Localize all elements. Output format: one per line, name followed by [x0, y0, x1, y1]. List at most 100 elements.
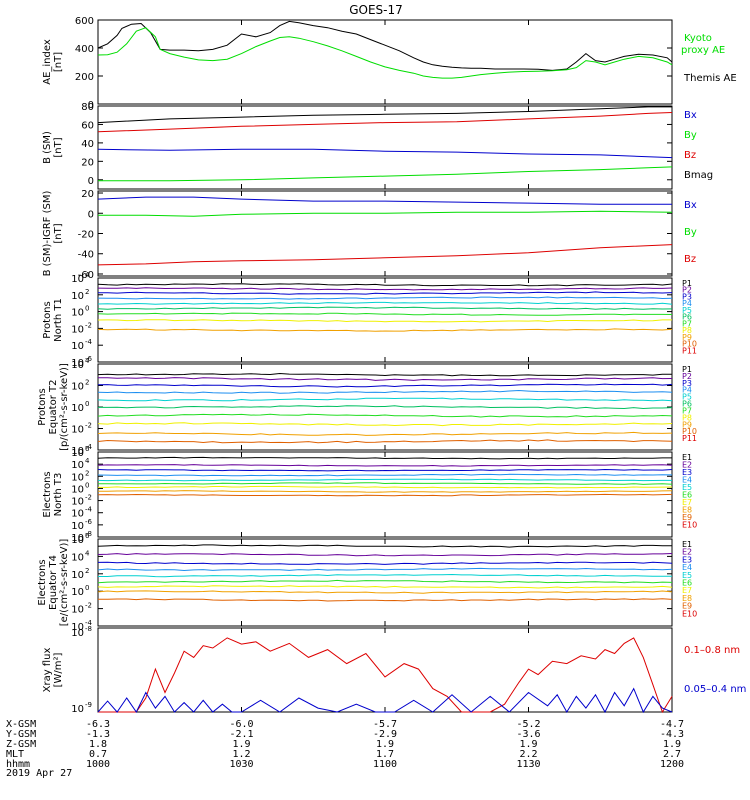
y-tick-base: 10 — [71, 552, 84, 563]
y-tick-label: 10 -8 — [71, 530, 92, 544]
series-line — [97, 112, 673, 133]
y-tick-label: 10 0 — [71, 481, 89, 495]
legend-entry: P2 — [682, 372, 692, 381]
x-axis-row-label: Y-GSM — [6, 729, 36, 740]
y-tick-label: -40 — [78, 250, 94, 261]
series-line — [98, 637, 673, 714]
y-axis-label-line: [nT] — [53, 137, 64, 157]
y-tick-label: 200 — [75, 72, 94, 83]
panel-5: Protons Equator T2 [p/(cm²-s-sr-keV)] 10 410… — [37, 357, 697, 457]
y-axis-label-line: [p/(cm²-s-sr-keV)] — [59, 363, 70, 451]
flux-line — [97, 312, 673, 316]
y-tick-label: 10 -2 — [71, 494, 92, 508]
panel-3: B (SM)-IGRF (SM) [nT] -60 -40 -20 0 20 Bx By Bz — [42, 189, 697, 281]
y-tick-base: 10 — [71, 425, 84, 436]
legend: Bx By Bz Bmag — [684, 110, 713, 181]
legend-entry: 0.1–0.8 nm — [684, 645, 740, 656]
y-tick-label: 10 4 — [71, 457, 90, 471]
x-axis-tick-value: -1.3 — [86, 729, 110, 740]
flux-line — [97, 464, 673, 467]
legend-entry: E2 — [682, 461, 692, 470]
x-axis-tick-value: 1000 — [86, 759, 110, 770]
y-tick-exponent: -2 — [85, 494, 92, 502]
y-axis-label: Protons North T1 — [42, 298, 64, 342]
y-axis-label: Xray flux [W/m²] — [42, 648, 64, 693]
y-tick-exponent: 2 — [85, 567, 89, 575]
legend-entry: P10 — [682, 340, 697, 349]
legend-entry: P8 — [682, 413, 692, 422]
y-tick-label: 600 — [75, 16, 94, 27]
y-tick-label: 0 — [88, 176, 94, 187]
y-tick-exponent: 2 — [85, 469, 89, 477]
flux-line — [97, 482, 673, 485]
flux-line — [97, 598, 673, 602]
y-tick-base: 10 — [71, 521, 84, 532]
x-axis-tick-value: 2.2 — [519, 749, 537, 760]
y-tick-base: 10 — [71, 403, 84, 414]
flux-line — [97, 383, 673, 388]
y-axis-label-line: B (SM)-IGRF (SM) — [42, 191, 53, 277]
y-tick-label: 10 2 — [71, 469, 89, 483]
flux-line — [97, 456, 672, 460]
legend-entry: P11 — [682, 434, 697, 443]
y-tick-exponent: -4 — [85, 338, 93, 346]
y-axis-label-line: [W/m²] — [53, 652, 64, 687]
y-tick-label: 10 -6 — [71, 355, 92, 369]
y-axis-label: Electrons North T3 — [42, 471, 64, 517]
y-tick-base: 10 — [71, 605, 84, 616]
y-tick-base: 10 — [71, 274, 84, 285]
series-line — [98, 210, 673, 217]
y-axis-label-line: Equator T2 — [48, 380, 59, 435]
flux-line — [97, 561, 673, 565]
y-tick-base: 10 — [71, 509, 84, 520]
legend: Bx By Bz — [684, 200, 697, 265]
y-tick-label: 10 0 — [71, 584, 89, 598]
y-tick-exponent: -6 — [85, 355, 93, 363]
legend-entry: E10 — [682, 609, 697, 618]
y-tick-label: 10 4 — [71, 271, 90, 285]
y-tick-base: 10 — [71, 570, 84, 581]
legend-entry: Bmag — [684, 170, 713, 181]
y-tick-exponent: -2 — [85, 321, 92, 329]
flux-line — [98, 377, 673, 381]
y-tick-exponent: -4 — [85, 443, 93, 451]
x-axis-tick-value: 1.9 — [232, 739, 250, 750]
flux-line — [97, 567, 673, 572]
y-tick-label: -20 — [78, 230, 94, 241]
legend-entry: E8 — [682, 594, 692, 603]
y-tick-base: 10 — [71, 535, 84, 546]
legend-entry: P4 — [682, 299, 692, 308]
y-axis-label: B (SM)-IGRF (SM) [nT] — [42, 191, 64, 277]
x-axis-tick-value: 1100 — [373, 759, 397, 770]
y-tick-exponent: -4 — [85, 506, 93, 514]
x-axis-tick-value: 1030 — [229, 759, 253, 770]
legend-entry: P2 — [682, 286, 692, 295]
panel-2: B (SM) [nT] 0 20 40 60 80 Bx By Bz Bmag — [42, 102, 713, 190]
y-tick-label: 10 0 — [71, 400, 89, 414]
legend-entry: E4 — [682, 563, 692, 572]
legend-entry: Themis AE — [683, 73, 737, 84]
y-axis-label-line: North T1 — [53, 298, 64, 342]
y-tick-label: 10 0 — [71, 305, 89, 319]
flux-line — [97, 490, 673, 493]
flux-line — [98, 405, 673, 410]
flux-line — [97, 478, 672, 482]
legend-entry: E10 — [682, 521, 697, 530]
y-tick-exponent: -6 — [85, 518, 93, 526]
legend-entry: P1 — [682, 279, 692, 288]
y-tick-exponent: 4 — [85, 357, 90, 365]
legend-entry: E3 — [682, 468, 692, 477]
series-line — [97, 20, 673, 71]
y-tick-label: 40 — [81, 139, 94, 150]
y-axis-label-line: Equator T4 — [48, 555, 59, 610]
y-tick-label: 10 -6 — [71, 518, 92, 532]
x-axis-tick-value: 1.9 — [376, 739, 394, 750]
legend-entry: P3 — [682, 379, 692, 388]
y-tick-label: 10 -4 — [71, 619, 92, 633]
y-tick-label: 10 2 — [71, 288, 89, 302]
legend-entry: P5 — [682, 306, 692, 315]
y-tick-base: 10 — [71, 308, 84, 319]
